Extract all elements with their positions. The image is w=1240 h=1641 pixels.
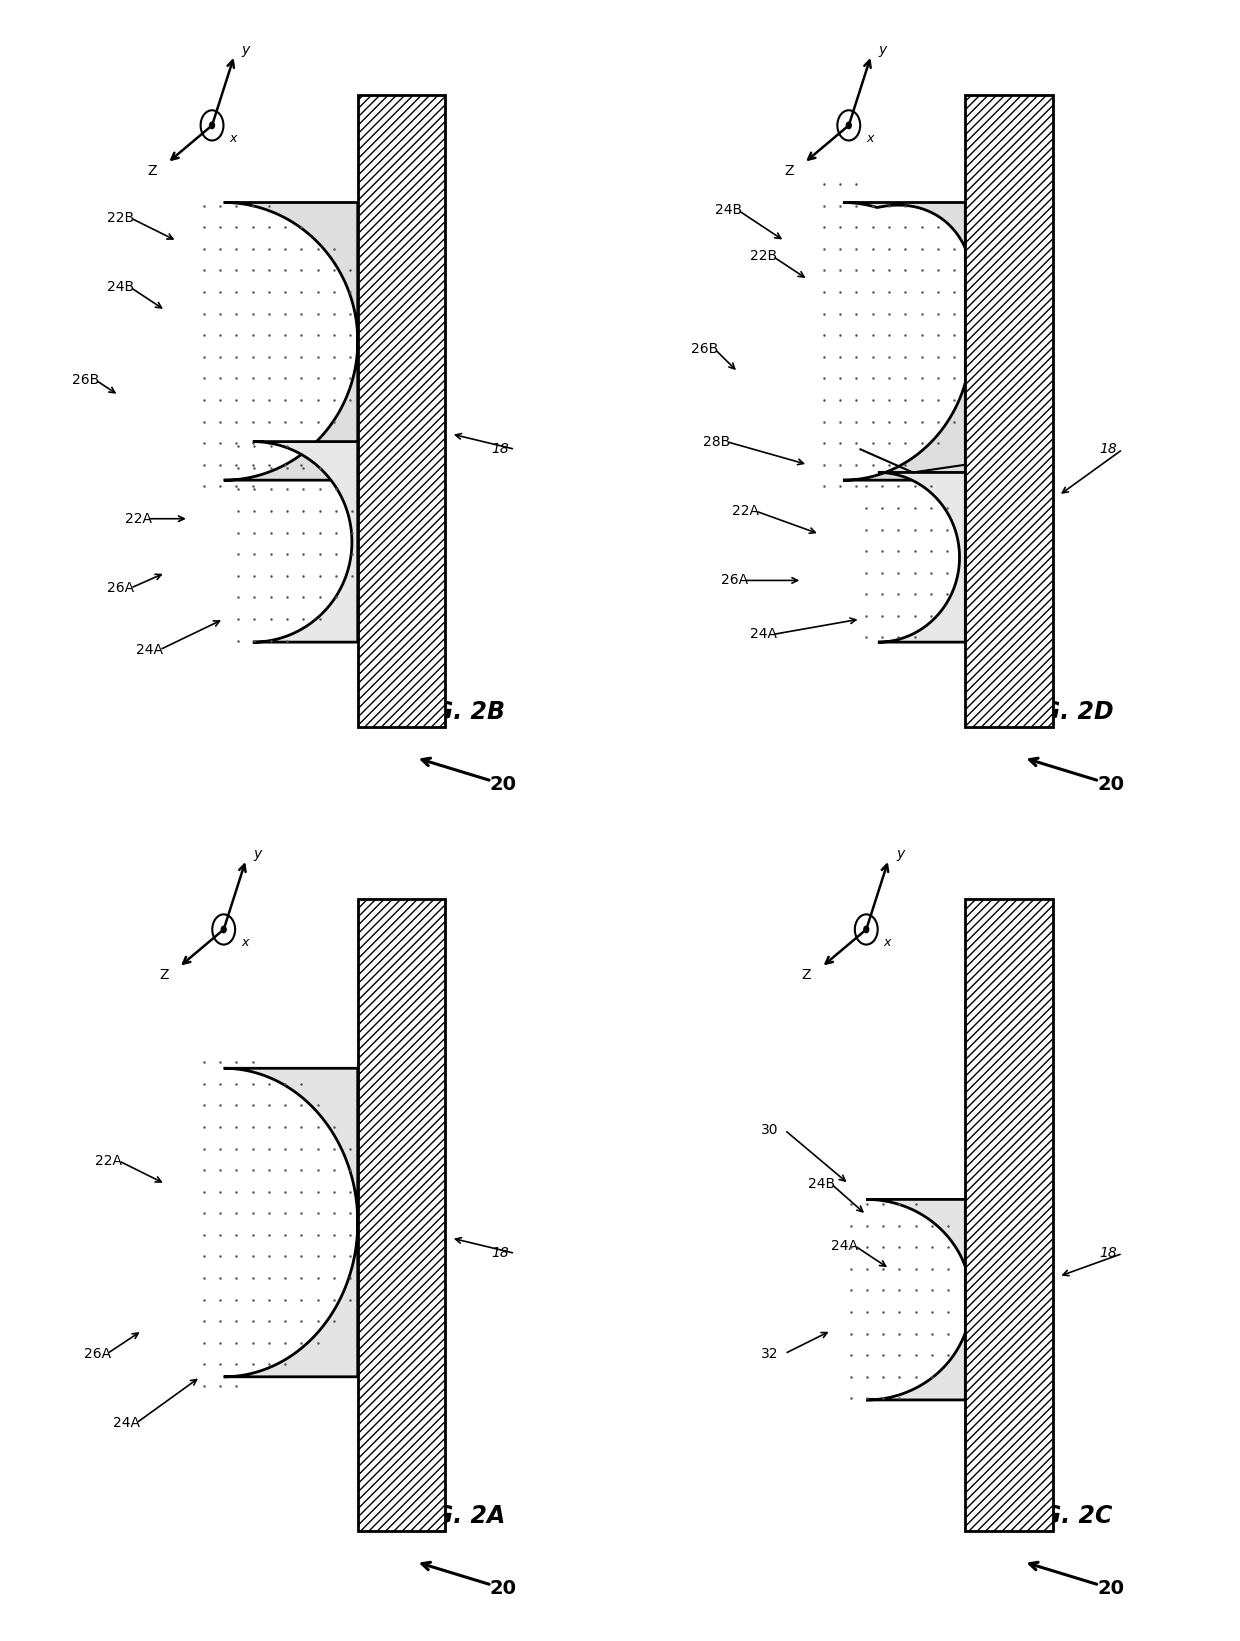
Text: Z: Z xyxy=(148,164,157,179)
Text: 22B: 22B xyxy=(750,249,776,264)
Circle shape xyxy=(221,926,226,932)
Bar xyxy=(358,899,445,1531)
Bar xyxy=(358,95,445,727)
Text: 24A: 24A xyxy=(831,1239,858,1252)
Text: 18: 18 xyxy=(492,443,510,456)
Text: 28B: 28B xyxy=(703,435,730,448)
Text: 18: 18 xyxy=(492,1247,510,1260)
Polygon shape xyxy=(867,1200,971,1400)
Text: x: x xyxy=(866,133,873,146)
Polygon shape xyxy=(843,202,972,481)
Text: Z: Z xyxy=(784,164,794,179)
Text: 26A: 26A xyxy=(720,573,748,587)
Text: 20: 20 xyxy=(1097,775,1125,794)
Text: y: y xyxy=(253,847,262,862)
Bar xyxy=(965,899,1053,1531)
Bar xyxy=(358,95,445,727)
Text: 26A: 26A xyxy=(107,581,134,596)
Text: 20: 20 xyxy=(490,1579,517,1598)
Text: 22A: 22A xyxy=(124,512,151,525)
Text: 24A: 24A xyxy=(113,1416,140,1429)
Text: 22B: 22B xyxy=(107,212,134,225)
Text: 26B: 26B xyxy=(72,373,99,387)
Circle shape xyxy=(212,914,236,945)
Text: Z: Z xyxy=(159,968,169,983)
Text: 24A: 24A xyxy=(136,643,164,656)
Text: FIG. 2A: FIG. 2A xyxy=(409,1503,505,1528)
Circle shape xyxy=(847,121,851,128)
Polygon shape xyxy=(223,1068,358,1377)
Text: 20: 20 xyxy=(1097,1579,1125,1598)
Bar xyxy=(358,899,445,1531)
Text: FIG. 2D: FIG. 2D xyxy=(1016,699,1114,724)
Text: 32: 32 xyxy=(761,1347,779,1360)
Text: 24A: 24A xyxy=(750,627,776,642)
Text: x: x xyxy=(883,937,890,950)
Circle shape xyxy=(854,914,878,945)
Bar xyxy=(965,95,1053,727)
Text: 30: 30 xyxy=(761,1122,779,1137)
Circle shape xyxy=(837,110,861,141)
Text: 26A: 26A xyxy=(84,1347,110,1360)
Text: 26B: 26B xyxy=(692,341,719,356)
Text: 20: 20 xyxy=(490,775,517,794)
Circle shape xyxy=(864,926,869,932)
Text: 24B: 24B xyxy=(714,203,742,217)
Text: x: x xyxy=(241,937,248,950)
Bar xyxy=(965,95,1053,727)
Text: 18: 18 xyxy=(1100,1247,1117,1260)
Text: 18: 18 xyxy=(1100,443,1117,456)
Text: x: x xyxy=(229,133,237,146)
Text: y: y xyxy=(897,847,904,862)
Text: 28A: 28A xyxy=(398,126,425,139)
Text: 24B: 24B xyxy=(808,1177,835,1191)
Polygon shape xyxy=(253,441,358,642)
Text: FIG. 2B: FIG. 2B xyxy=(409,699,505,724)
Text: y: y xyxy=(242,43,250,57)
Text: y: y xyxy=(879,43,887,57)
Text: 24B: 24B xyxy=(107,281,134,294)
Text: Z: Z xyxy=(802,968,811,983)
Circle shape xyxy=(201,110,223,141)
Text: 22A: 22A xyxy=(95,1154,123,1168)
Polygon shape xyxy=(878,473,965,642)
Text: 22A: 22A xyxy=(732,504,759,519)
Circle shape xyxy=(210,121,215,128)
Polygon shape xyxy=(223,202,358,481)
Text: FIG. 2C: FIG. 2C xyxy=(1017,1503,1112,1528)
Bar xyxy=(965,899,1053,1531)
